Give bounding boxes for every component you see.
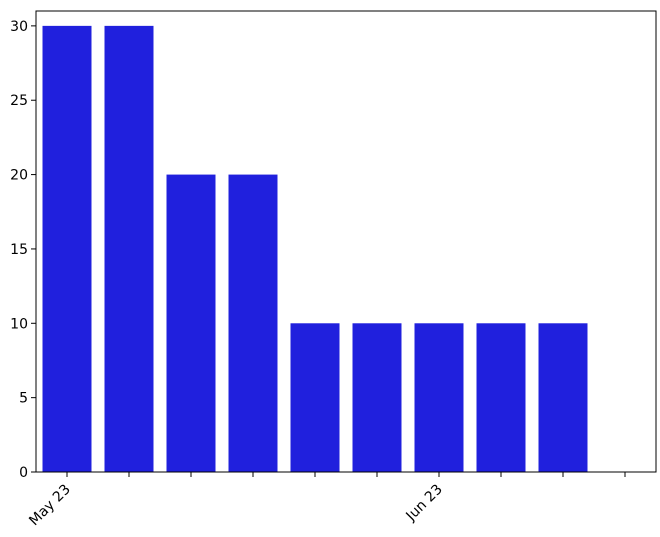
bar-2023-06-06 [228, 174, 278, 473]
bar-2023-06-27 [414, 323, 464, 472]
y-tick-label-0: 0 [19, 465, 28, 481]
bar-2023-05-30 [166, 174, 216, 473]
bars-group [42, 25, 588, 473]
bar-2023-07-11 [538, 323, 588, 472]
bar-2023-06-20 [352, 323, 402, 472]
bar-2023-06-13 [290, 323, 340, 472]
y-tick-label-15: 15 [10, 242, 28, 258]
bar-2023-05-23 [104, 25, 154, 472]
x-axis: May 23 Jun 23 [26, 472, 626, 530]
bar-2023-05-16 [42, 25, 92, 472]
bar-2023-07-04 [476, 323, 526, 472]
y-axis: 0 5 10 15 20 25 30 [10, 19, 36, 481]
y-tick-label-25: 25 [10, 93, 28, 109]
y-tick-label-5: 5 [19, 391, 28, 407]
plot-frame [35, 10, 657, 473]
x-tick-label-6: Jun 23 [403, 482, 446, 525]
y-tick-label-10: 10 [10, 316, 28, 332]
x-tick-label-0: May 23 [26, 482, 74, 530]
y-tick-label-30: 30 [10, 19, 28, 35]
y-tick-label-20: 20 [10, 168, 28, 184]
